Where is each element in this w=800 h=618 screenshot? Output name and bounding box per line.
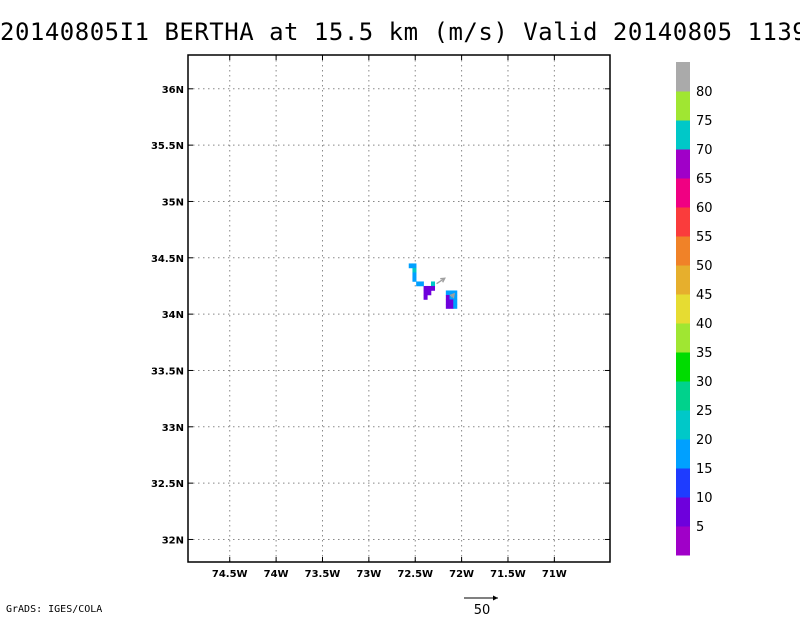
graticule <box>188 55 610 562</box>
wind-speed-field <box>408 263 458 309</box>
colorbar-segment <box>676 526 690 556</box>
wind-speed-cell <box>423 285 428 291</box>
wind-vector-head <box>440 277 446 283</box>
colorbar-segment <box>676 381 690 411</box>
wind-speed-cell <box>445 290 450 296</box>
colorbar-label: 65 <box>696 172 713 187</box>
lon-tick-label: 74W <box>264 569 289 580</box>
lat-tick-label: 36N <box>162 85 184 96</box>
colorbar-label: 20 <box>696 433 713 448</box>
lon-tick-label: 74.5W <box>212 569 248 580</box>
wind-speed-cell <box>449 299 454 305</box>
lat-tick-label: 33.5N <box>151 366 184 377</box>
grads-credit: GrADS: IGES/COLA <box>6 604 103 615</box>
wind-speed-cell <box>419 281 424 287</box>
wind-speed-cell <box>445 303 450 309</box>
map-frame <box>187 54 611 563</box>
wind-vector-head <box>449 292 456 299</box>
colorbar-label: 80 <box>696 85 713 100</box>
colorbar-label: 10 <box>696 491 713 506</box>
wind-speed-cell <box>427 290 432 296</box>
colorbar-segment <box>676 497 690 527</box>
wind-speed-cell <box>453 303 458 309</box>
colorbar-label: 25 <box>696 404 713 419</box>
colorbar-segment <box>676 323 690 353</box>
colorbar-segment <box>676 265 690 295</box>
map-title: 20140805I1 BERTHA at 15.5 km (m/s) Valid… <box>0 18 800 46</box>
colorbar-label: 30 <box>696 375 713 390</box>
colorbar-segment <box>676 468 690 498</box>
colorbar-label: 50 <box>696 259 713 274</box>
lat-tick-label: 32.5N <box>151 479 184 490</box>
wind-speed-cell <box>412 276 417 282</box>
wind-speed-cell <box>423 294 428 300</box>
colorbar-label: 55 <box>696 230 713 245</box>
wind-speed-cell <box>453 290 458 296</box>
colorbar: 5 10 15 20 25 30 35 40 45 50 55 60 65 70 75 80 <box>676 62 713 556</box>
wind-speed-cell <box>416 281 421 287</box>
colorbar-segment <box>676 236 690 266</box>
colorbar-label: 5 <box>696 520 704 535</box>
wind-speed-cell <box>445 294 450 300</box>
lon-tick-label: 71.5W <box>490 569 526 580</box>
wind-speed-cell <box>449 294 454 300</box>
lat-tick-label: 32N <box>162 535 184 546</box>
lat-tick-label: 33N <box>162 423 184 434</box>
colorbar-segment <box>676 178 690 208</box>
wind-speed-cell <box>408 263 413 269</box>
wind-speed-cell <box>445 299 450 305</box>
colorbar-segment <box>676 294 690 324</box>
lat-tick-label: 34.5N <box>151 254 184 265</box>
reference-vector-label: 50 <box>474 603 491 618</box>
wind-vectors <box>436 277 456 299</box>
colorbar-label: 40 <box>696 317 713 332</box>
colorbar-segment <box>676 62 690 92</box>
colorbar-segment <box>676 439 690 469</box>
wind-speed-cell <box>430 281 436 287</box>
lat-tick-label: 35.5N <box>151 141 184 152</box>
lon-tick-label: 72.5W <box>397 569 433 580</box>
colorbar-label: 45 <box>696 288 713 303</box>
colorbar-segment <box>676 352 690 382</box>
lat-tick-label: 35N <box>162 197 184 208</box>
reference-vector: 50 <box>464 595 498 618</box>
wind-speed-cell <box>412 272 417 278</box>
wind-speed-cell <box>427 285 432 291</box>
colorbar-segment <box>676 149 690 179</box>
wind-speed-cell <box>449 303 454 309</box>
lon-tick-label: 72W <box>449 569 474 580</box>
wind-speed-cell <box>412 263 417 269</box>
lon-tick-label: 73W <box>356 569 381 580</box>
colorbar-label: 15 <box>696 462 713 477</box>
reference-arrow-head <box>493 595 498 601</box>
lat-tick-label: 34N <box>162 310 184 321</box>
colorbar-segment <box>676 207 690 237</box>
lon-tick-label: 73.5W <box>305 569 341 580</box>
lon-tick-label: 71W <box>542 569 567 580</box>
colorbar-label: 70 <box>696 143 713 158</box>
wind-speed-cell <box>453 294 458 300</box>
colorbar-segment <box>676 91 690 121</box>
axis-ticks: 32N 32.5N 33N 33.5N 34N 34.5N 35N 35.5N 36N 74.5W… <box>151 55 610 580</box>
colorbar-label: 60 <box>696 201 713 216</box>
wind-speed-cell <box>412 267 417 273</box>
colorbar-segment <box>676 410 690 440</box>
wind-vector <box>436 277 446 285</box>
wind-speed-cell <box>430 285 436 291</box>
wind-speed-cell <box>453 299 458 305</box>
colorbar-label: 75 <box>696 114 713 129</box>
colorbar-segment <box>676 120 690 150</box>
wind-speed-cell <box>423 290 428 296</box>
wind-speed-cell <box>449 290 454 296</box>
colorbar-label: 35 <box>696 346 713 361</box>
